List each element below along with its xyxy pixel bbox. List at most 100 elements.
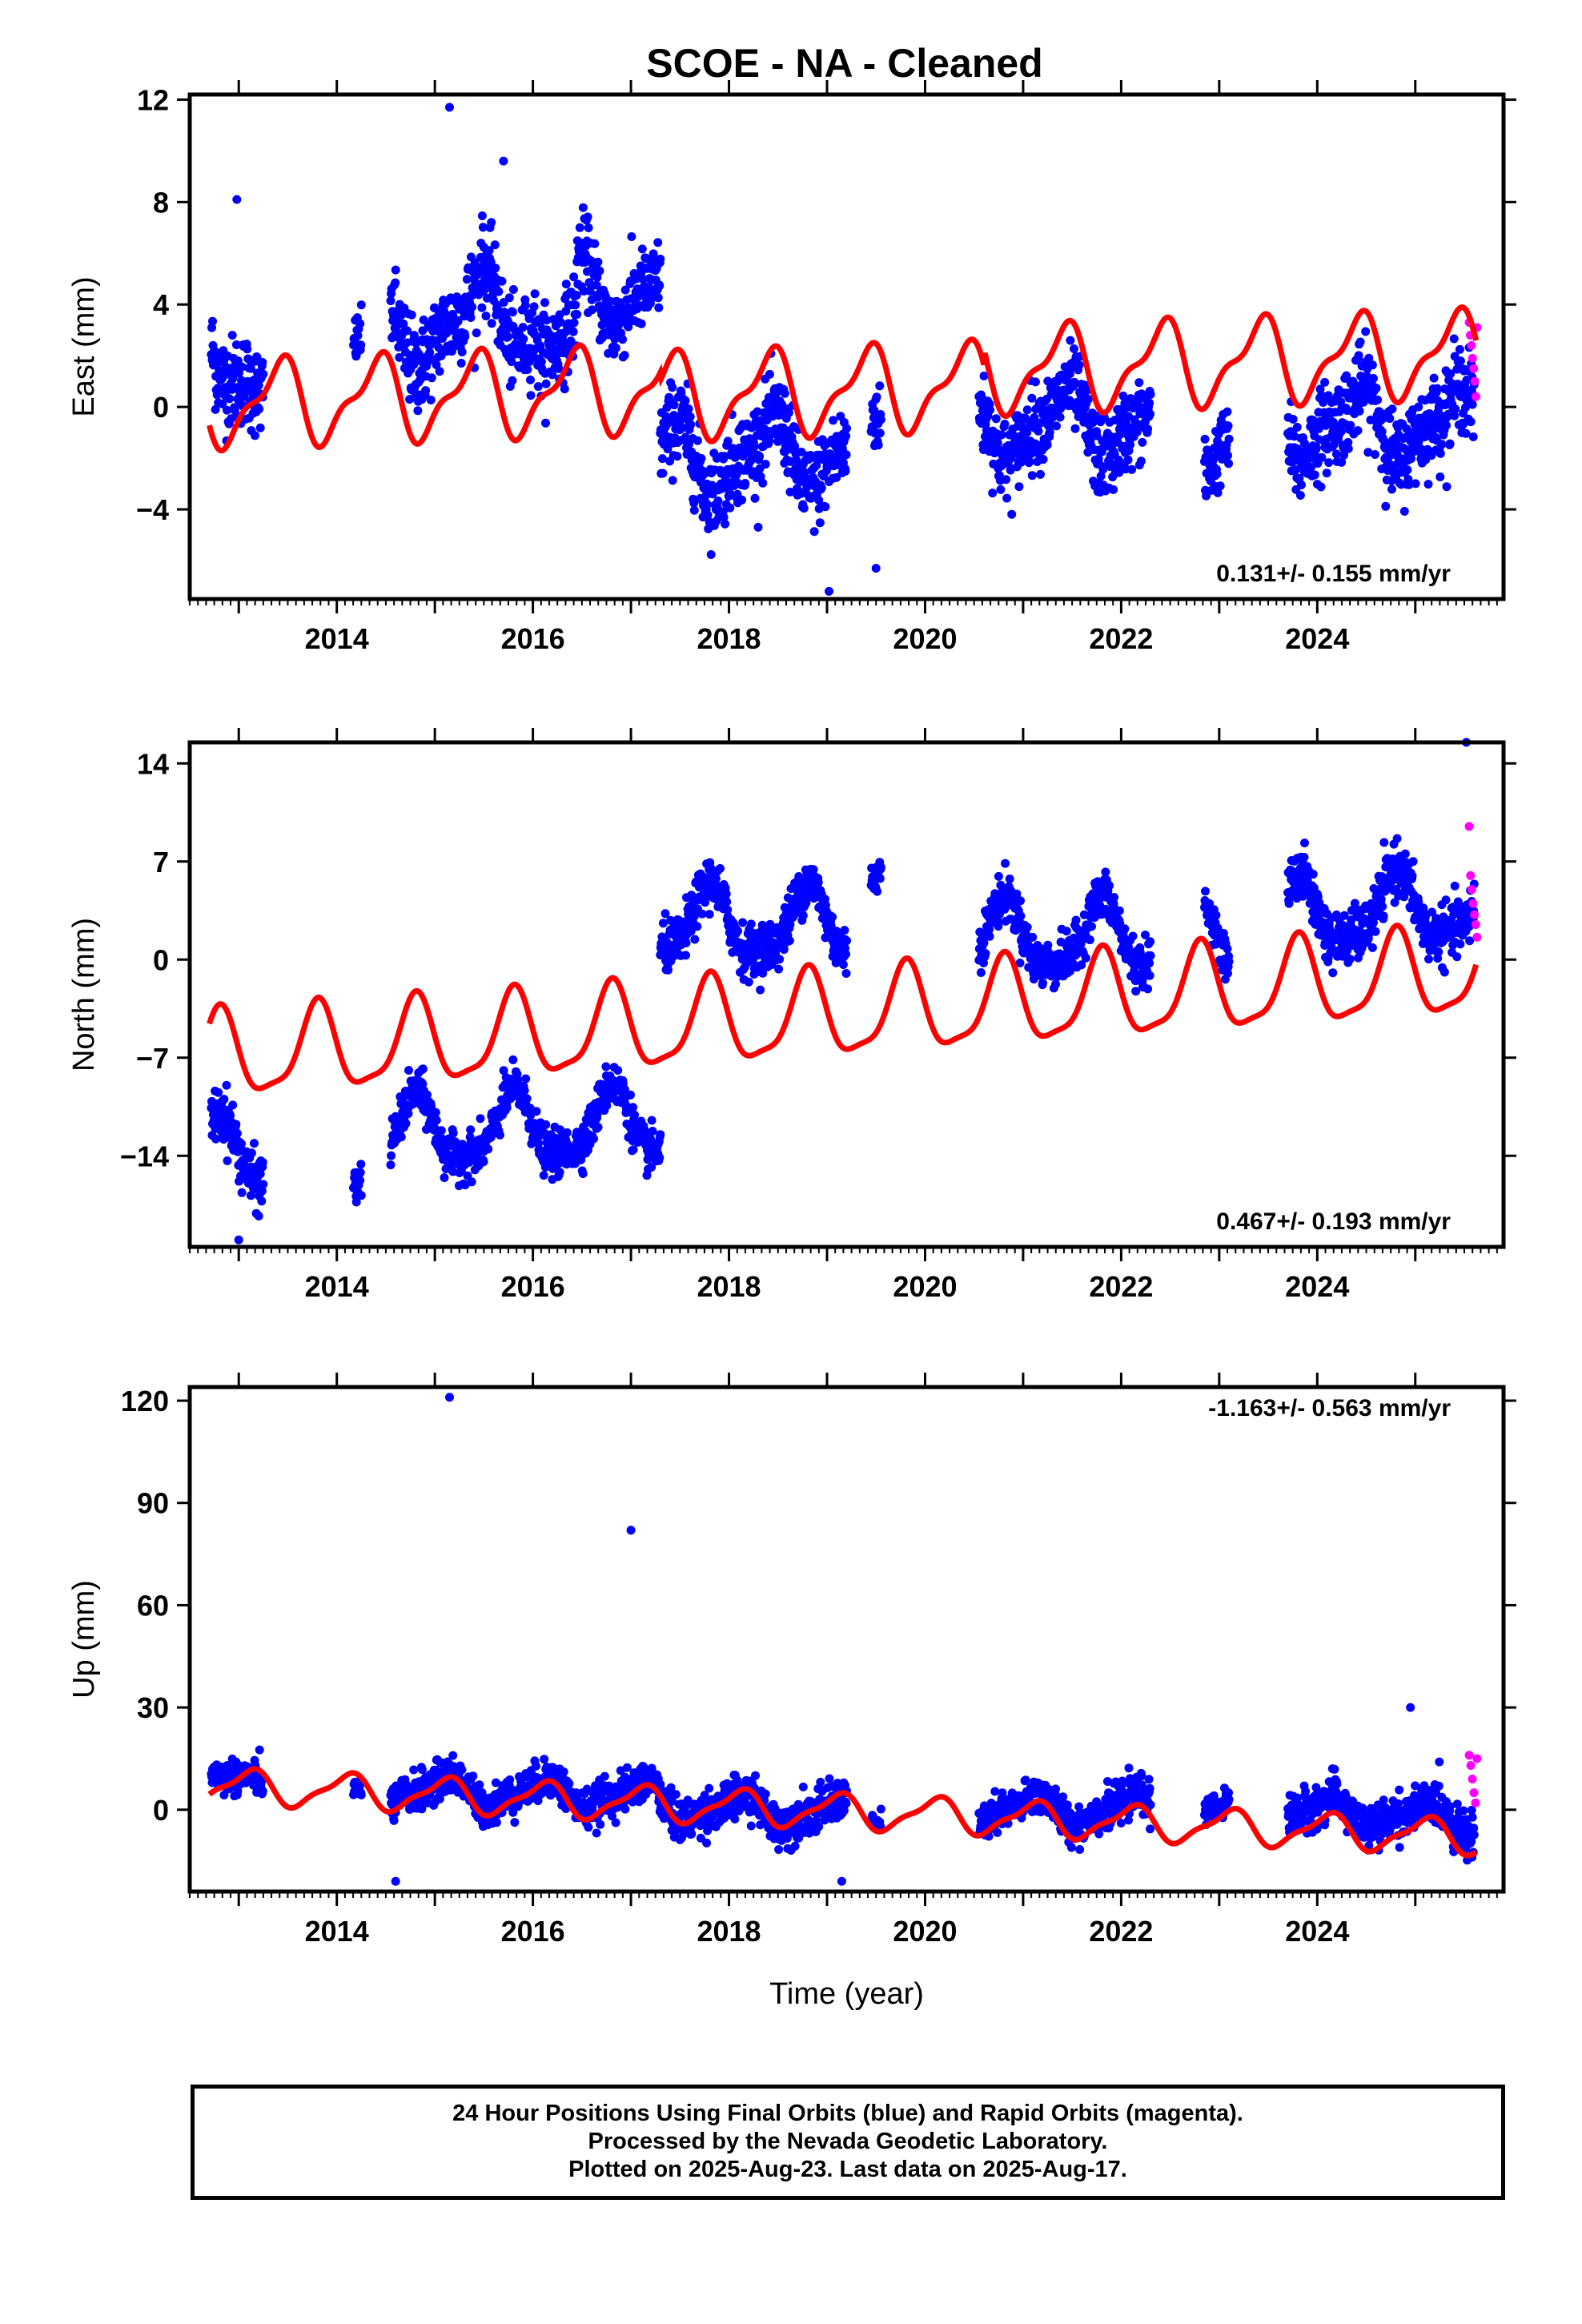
east-point: [991, 414, 1001, 424]
north-point: [522, 1094, 532, 1104]
east-point: [1411, 479, 1420, 489]
north-ytick-label: −14: [120, 1140, 169, 1172]
east-point: [413, 406, 423, 416]
east-point: [869, 405, 879, 415]
north-point: [223, 1156, 232, 1165]
east-point: [741, 479, 750, 488]
east-outlier-point: [871, 564, 881, 573]
east-point: [1066, 336, 1075, 345]
north-point: [722, 897, 732, 907]
north-point: [1028, 932, 1038, 942]
east-point: [1034, 426, 1043, 436]
east-point: [693, 436, 702, 445]
north-point: [1300, 838, 1309, 848]
north-point: [232, 1128, 242, 1138]
north-point: [228, 1100, 238, 1110]
east-point: [432, 360, 441, 369]
east-point: [817, 483, 826, 493]
north-point: [257, 1196, 267, 1206]
east-point: [668, 383, 677, 392]
north-point: [401, 1119, 411, 1128]
east-point: [1223, 421, 1233, 431]
east-point: [809, 527, 819, 537]
north-point: [746, 919, 756, 929]
east-point: [1297, 480, 1306, 489]
east-point: [797, 448, 806, 456]
east-ytick-label: 8: [153, 186, 169, 219]
east-point: [1021, 413, 1030, 423]
east-point: [386, 296, 396, 306]
north-point: [593, 1123, 603, 1132]
north-point: [476, 1114, 485, 1124]
east-point: [491, 263, 500, 273]
east-point: [484, 246, 494, 255]
east-point: [1027, 471, 1037, 480]
east-point: [421, 386, 431, 396]
east-outlier-point: [445, 103, 454, 112]
east-point: [737, 495, 747, 505]
east-point: [753, 407, 762, 416]
east-rate-label: 0.131+/- 0.155 mm/yr: [1216, 561, 1451, 587]
east-point: [979, 372, 989, 380]
north-point: [355, 1176, 365, 1185]
east-point: [1354, 351, 1363, 360]
east-point: [569, 318, 579, 328]
north-point: [466, 1125, 476, 1135]
east-point: [1055, 412, 1065, 422]
east-point: [645, 284, 655, 294]
east-point: [1070, 344, 1078, 353]
east-point: [578, 203, 588, 212]
east-point: [1449, 334, 1459, 344]
north-point: [467, 1177, 476, 1187]
chart-title: SCOE - NA - Cleaned: [646, 41, 1042, 86]
east-point: [713, 497, 723, 505]
north-point: [733, 927, 742, 936]
east-point: [1126, 440, 1135, 449]
east-ytick-label: 4: [153, 288, 169, 321]
north-point: [813, 878, 823, 887]
east-point: [526, 391, 536, 400]
east-point: [689, 498, 699, 508]
north-point: [1105, 881, 1114, 891]
east-point: [815, 518, 825, 528]
east-point: [504, 332, 513, 341]
north-point: [981, 949, 990, 959]
east-point: [418, 326, 428, 336]
east-point: [842, 424, 851, 433]
east-point: [1123, 455, 1133, 464]
north-point: [237, 1139, 246, 1148]
east-point: [676, 424, 685, 434]
north-point: [705, 910, 714, 919]
east-point: [821, 502, 830, 512]
east-point: [223, 405, 231, 415]
east-point: [997, 430, 1006, 440]
east-point: [777, 400, 787, 409]
east-point: [1455, 344, 1464, 354]
north-point: [1308, 870, 1318, 879]
east-point: [721, 519, 730, 529]
east-point: [255, 423, 265, 432]
east-point: [569, 272, 579, 282]
north-rapid-point: [1468, 899, 1478, 908]
north-ylabel: North (mm): [67, 918, 101, 1072]
north-rapid-point: [1464, 822, 1474, 831]
north-xtick-label: 2014: [305, 1270, 369, 1303]
east-point: [254, 380, 263, 390]
east-point: [1042, 440, 1052, 449]
east-point: [490, 240, 500, 250]
east-final-points: [207, 103, 1479, 596]
east-point: [255, 404, 264, 414]
north-point: [254, 1212, 263, 1220]
east-point: [1387, 485, 1396, 494]
north-point: [436, 1126, 446, 1136]
north-point: [1224, 957, 1234, 967]
east-point: [1435, 472, 1445, 481]
east-point: [218, 400, 227, 408]
east-point: [654, 303, 664, 312]
north-point: [1439, 967, 1449, 977]
east-point: [1052, 421, 1061, 431]
north-point: [1441, 895, 1451, 905]
north-point: [994, 871, 1003, 881]
east-point: [814, 496, 824, 505]
